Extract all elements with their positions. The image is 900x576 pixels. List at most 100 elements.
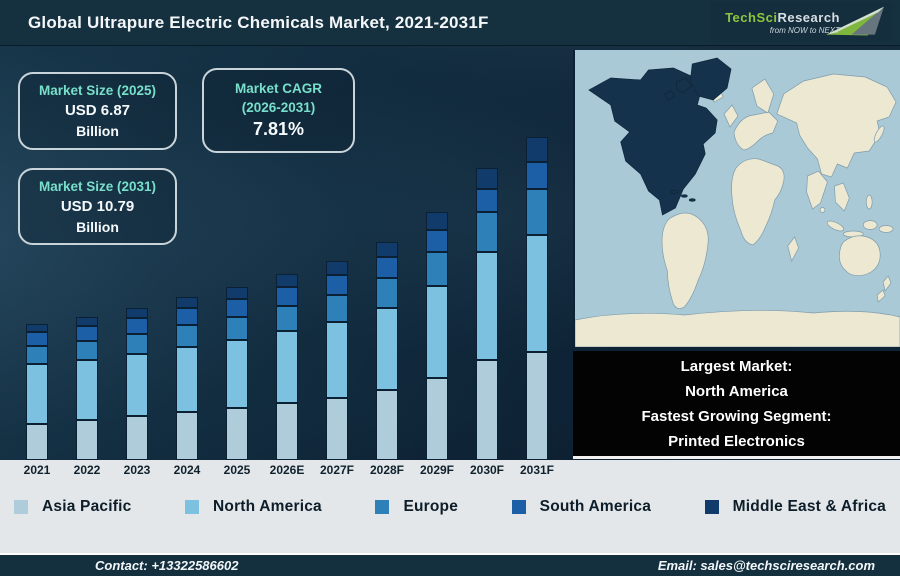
bar-segment-south-america xyxy=(526,162,548,189)
bar-segment-middle-east-africa xyxy=(276,274,298,287)
bar-segment-asia-pacific xyxy=(426,378,448,460)
bar-segment-europe xyxy=(526,189,548,235)
bar-segment-middle-east-africa xyxy=(126,308,148,318)
stat-box-title: Market Size (2025) xyxy=(38,83,157,98)
stat-box-market-size-2031: Market Size (2031) USD 10.79 Billion xyxy=(18,168,177,245)
stat-box-title: Market Size (2031) xyxy=(38,178,157,194)
bar-segment-middle-east-africa xyxy=(76,317,98,326)
bar-segment-europe xyxy=(276,306,298,331)
logo-text: TechSciResearch from NOW to NEXT xyxy=(725,10,840,35)
bar-2029F xyxy=(426,212,448,460)
footer-contact: Contact: +13322586602 xyxy=(95,558,239,573)
x-axis-label: 2024 xyxy=(173,463,201,477)
legend-label: South America xyxy=(539,498,652,515)
bar-2028F xyxy=(376,242,398,460)
stat-box-market-size-2025: Market Size (2025) USD 6.87 Billion xyxy=(18,72,177,150)
bar-2027F xyxy=(326,261,348,460)
legend-item: North America xyxy=(185,498,322,516)
stat-box-value: USD 10.79 xyxy=(60,197,135,215)
bar-segment-middle-east-africa xyxy=(376,242,398,257)
legend-label: North America xyxy=(213,498,322,515)
legend-item: Europe xyxy=(375,498,458,516)
stat-box-title-line2: (2026-2031) xyxy=(241,100,316,115)
bar-segment-asia-pacific xyxy=(226,408,248,460)
bar-segment-south-america xyxy=(76,326,98,341)
legend-swatch xyxy=(185,500,200,514)
bar-segment-asia-pacific xyxy=(126,416,148,460)
bar-segment-asia-pacific xyxy=(326,398,348,460)
bar-segment-europe xyxy=(76,341,98,360)
bar-segment-asia-pacific xyxy=(76,420,98,460)
bar-segment-north-america xyxy=(26,364,48,424)
bar-segment-south-america xyxy=(476,189,498,212)
bar-2031F xyxy=(526,137,548,460)
bar-segment-europe xyxy=(376,278,398,308)
stacked-bar-chart xyxy=(0,45,573,460)
bar-segment-asia-pacific xyxy=(476,360,498,460)
bar-segment-south-america xyxy=(26,332,48,346)
bar-segment-asia-pacific xyxy=(26,424,48,460)
bar-2025 xyxy=(226,287,248,460)
bar-segment-north-america xyxy=(476,252,498,360)
logo-tagline: from NOW to NEXT xyxy=(769,25,840,35)
x-axis-label: 2026E xyxy=(269,463,305,477)
x-axis: 2021 2022 2023 2024 2025 2026E 2027F 2028F 2029F… xyxy=(0,460,573,480)
bar-segment-south-america xyxy=(176,308,198,325)
bar-2021 xyxy=(26,324,48,460)
callout-line: Largest Market: xyxy=(680,357,793,375)
bar-2024 xyxy=(176,297,198,460)
stat-box-unit: Billion xyxy=(76,218,119,235)
bar-segment-europe xyxy=(226,317,248,340)
bar-segment-north-america xyxy=(126,354,148,416)
bar-segment-middle-east-africa xyxy=(176,297,198,308)
x-axis-label: 2030F xyxy=(469,463,505,477)
map-land xyxy=(575,73,900,347)
callout-line: North America xyxy=(685,382,788,400)
bar-segment-middle-east-africa xyxy=(326,261,348,275)
x-axis-label: 2029F xyxy=(419,463,455,477)
legend: Asia Pacific North America Europe South Ame… xyxy=(14,498,886,516)
bar-segment-middle-east-africa xyxy=(526,137,548,162)
techsci-logo: TechSciResearch from NOW to NEXT xyxy=(710,2,892,42)
legend-label: Asia Pacific xyxy=(42,498,132,515)
bar-segment-middle-east-africa xyxy=(226,287,248,299)
x-axis-label: 2021 xyxy=(23,463,51,477)
legend-swatch xyxy=(704,500,719,514)
x-axis-label: 2027F xyxy=(319,463,355,477)
bar-segment-south-america xyxy=(326,275,348,295)
bar-segment-asia-pacific xyxy=(526,352,548,460)
x-axis-label: 2025 xyxy=(223,463,251,477)
legend-item: South America xyxy=(511,498,652,516)
bar-segment-south-america xyxy=(276,287,298,306)
legend-swatch xyxy=(375,500,390,514)
x-axis-label: 2031F xyxy=(519,463,555,477)
callout-line: Fastest Growing Segment: xyxy=(641,407,832,425)
logo-arrow-icon xyxy=(826,6,884,36)
x-axis-label: 2022 xyxy=(73,463,101,477)
bar-segment-europe xyxy=(426,252,448,286)
bar-segment-north-america xyxy=(226,340,248,408)
bar-segment-europe xyxy=(176,325,198,347)
bar-segment-south-america xyxy=(376,257,398,278)
stat-box-value: 7.81% xyxy=(252,119,305,139)
bar-segment-north-america xyxy=(426,286,448,378)
bar-segment-north-america xyxy=(176,347,198,412)
bar-segment-north-america xyxy=(376,308,398,390)
legend-swatch xyxy=(511,500,526,514)
legend-label: Europe xyxy=(403,498,459,515)
stat-box-title: Market CAGR xyxy=(234,81,323,96)
footer-email: Email: sales@techsciresearch.com xyxy=(657,558,875,573)
x-axis-label: 2023 xyxy=(123,463,151,477)
stat-box-unit: Billion xyxy=(76,123,119,139)
stat-box-value: USD 6.87 xyxy=(64,102,131,119)
logo-brand: TechSciResearch xyxy=(725,9,840,25)
legend-item: Middle East & Africa xyxy=(704,498,886,516)
legend-swatch xyxy=(14,500,28,514)
map-highlight-north-america xyxy=(588,57,732,216)
bar-segment-europe xyxy=(26,346,48,364)
footer-bar: Contact: +13322586602 Email: sales@techs… xyxy=(0,553,900,576)
callout-line: Printed Electronics xyxy=(668,432,805,450)
legend-label: Middle East & Africa xyxy=(732,498,886,515)
bar-segment-south-america xyxy=(426,230,448,252)
